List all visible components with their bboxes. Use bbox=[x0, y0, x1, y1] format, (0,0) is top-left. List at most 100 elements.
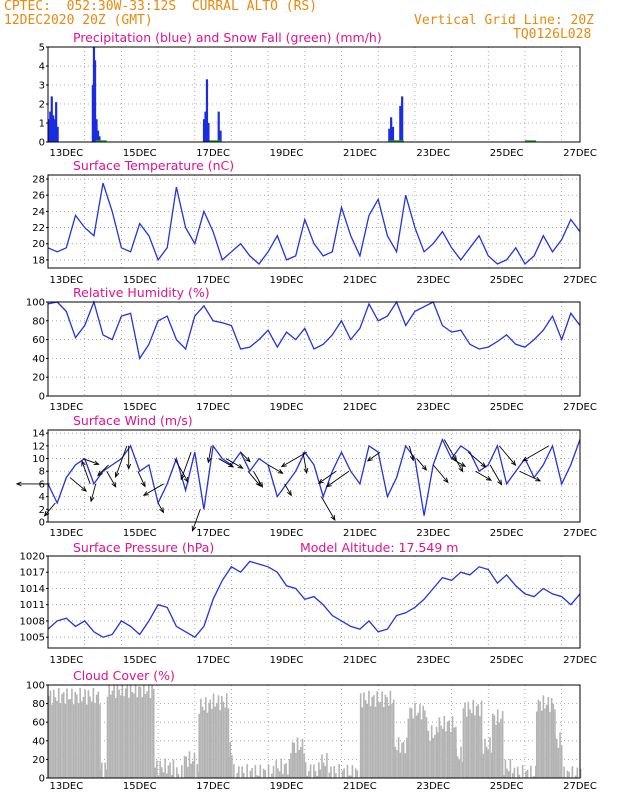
cloud-bar bbox=[169, 762, 171, 778]
wind-title: Surface Wind (m/s) bbox=[73, 413, 193, 428]
cloud-bar bbox=[559, 732, 561, 778]
wind-vector-head bbox=[458, 466, 464, 473]
temperature-frame bbox=[47, 174, 581, 269]
y-tick-label: 60 bbox=[32, 335, 45, 346]
cloud-bar bbox=[147, 685, 150, 778]
cloud-bar bbox=[157, 775, 160, 778]
cloud-bar bbox=[394, 746, 397, 778]
cloud-bar bbox=[545, 704, 548, 778]
cloud-bar bbox=[126, 685, 129, 778]
cloud-bar bbox=[560, 745, 563, 778]
cloud-bar bbox=[542, 695, 545, 778]
cloud-bar bbox=[448, 720, 451, 778]
cloud-bar bbox=[282, 774, 284, 778]
cloud-bar bbox=[472, 700, 475, 778]
cloud-bar bbox=[156, 760, 158, 778]
x-tick-label: 13DEC bbox=[49, 655, 83, 666]
cloud-bar bbox=[113, 685, 115, 778]
x-tick-label: 25DEC bbox=[490, 528, 524, 539]
y-tick-label: 40 bbox=[32, 354, 45, 365]
wind-vector-head bbox=[366, 456, 373, 462]
cloud-bar bbox=[501, 711, 504, 778]
cloud-bar bbox=[441, 728, 444, 778]
cloud-bar bbox=[462, 708, 465, 778]
cloud-bar bbox=[74, 691, 77, 778]
cloud-bar bbox=[533, 776, 536, 778]
cloud-bar bbox=[104, 762, 106, 778]
cloud-bar bbox=[309, 764, 312, 778]
cloud-bar bbox=[121, 685, 124, 778]
cloud-bar bbox=[539, 701, 541, 778]
precip-bar bbox=[217, 111, 220, 142]
wind-vector-head bbox=[245, 456, 251, 463]
y-tick-label: 24 bbox=[32, 207, 45, 218]
wind-vector bbox=[106, 471, 117, 488]
cloud-bar bbox=[555, 738, 558, 778]
cloud-frame bbox=[47, 684, 581, 779]
cloud-bar bbox=[518, 774, 521, 778]
x-tick-label: 19DEC bbox=[270, 781, 304, 792]
cloud-bar bbox=[361, 707, 364, 778]
cloud-bar bbox=[374, 706, 377, 778]
cloud-bar bbox=[94, 702, 96, 778]
cloud-bar bbox=[224, 707, 226, 778]
cloud-bar bbox=[389, 690, 392, 778]
cloud-bar bbox=[49, 690, 52, 778]
cloud-bar bbox=[300, 747, 302, 778]
y-tick-label: 22 bbox=[32, 223, 45, 234]
x-tick-label: 21DEC bbox=[343, 528, 377, 539]
wind-vector bbox=[267, 464, 283, 474]
cloud-bar bbox=[290, 753, 292, 778]
cloud-bar bbox=[422, 705, 425, 778]
x-tick-label: 13DEC bbox=[49, 275, 83, 286]
y-tick-label: 1 bbox=[39, 119, 45, 130]
cloud-bar bbox=[212, 693, 215, 778]
wind-vector-head bbox=[114, 471, 120, 478]
cloud-bar bbox=[79, 687, 81, 778]
wind-vector bbox=[240, 451, 251, 462]
cloud-bar bbox=[330, 766, 332, 778]
precip-bar bbox=[53, 119, 56, 142]
x-tick-label: 17DEC bbox=[196, 402, 230, 413]
y-tick-label: 20 bbox=[32, 239, 45, 250]
precip-bar bbox=[55, 102, 58, 142]
cloud-bar bbox=[409, 707, 411, 778]
cloud-bar bbox=[143, 685, 145, 778]
pressure-frame bbox=[47, 555, 581, 649]
y-tick-label: 20 bbox=[32, 373, 45, 384]
wind-vector bbox=[97, 464, 109, 476]
cloud-bar bbox=[557, 747, 560, 778]
cloud-bar bbox=[77, 703, 80, 778]
cloud-bar bbox=[509, 758, 512, 778]
wind-vector-head bbox=[258, 481, 264, 488]
y-tick-label: 100 bbox=[26, 298, 45, 309]
wind-vector bbox=[143, 483, 164, 496]
x-tick-label: 27DEC bbox=[563, 781, 597, 792]
cloud-bar bbox=[85, 704, 88, 778]
cloud-bar bbox=[496, 709, 499, 778]
x-tick-label: 23DEC bbox=[416, 402, 450, 413]
cloud-bar bbox=[552, 703, 555, 778]
cloud-bar bbox=[511, 773, 514, 778]
cloud-bar bbox=[453, 727, 456, 778]
cloud-bar bbox=[430, 725, 433, 778]
y-tick-label: 60 bbox=[32, 718, 45, 729]
cloud-bar bbox=[154, 767, 156, 778]
cloud-bar bbox=[318, 762, 320, 778]
cloud-bar bbox=[346, 764, 349, 778]
cloud-bar bbox=[206, 712, 209, 778]
wind-vector-head bbox=[255, 481, 262, 487]
precip-bar bbox=[95, 119, 98, 142]
cloud-bar bbox=[326, 753, 328, 778]
wind-vector-head bbox=[142, 491, 149, 496]
precip-bar bbox=[47, 119, 50, 142]
cloud-bar bbox=[480, 739, 483, 778]
wind-vector bbox=[174, 458, 189, 483]
cloud-bar bbox=[54, 697, 57, 778]
cloud-bar bbox=[432, 737, 435, 778]
wind-vector bbox=[416, 458, 427, 471]
cloud-bar bbox=[275, 760, 278, 778]
precip-bar bbox=[207, 123, 210, 142]
wind-vector bbox=[180, 452, 192, 480]
humidity-frame bbox=[47, 301, 581, 397]
